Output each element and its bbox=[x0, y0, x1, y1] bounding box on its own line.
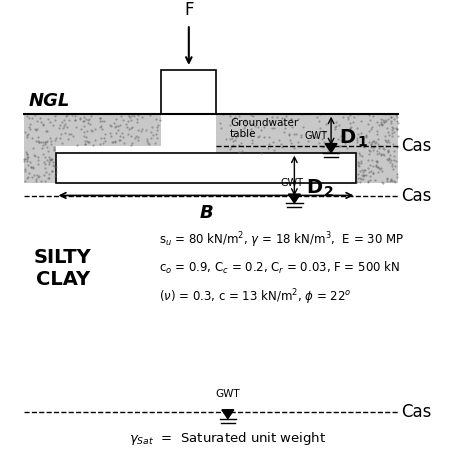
Text: D: D bbox=[339, 128, 356, 147]
Text: NGL: NGL bbox=[29, 92, 71, 110]
Text: Groundwater
table: Groundwater table bbox=[230, 118, 298, 139]
Text: Cas: Cas bbox=[401, 187, 432, 205]
Text: GWT: GWT bbox=[216, 389, 240, 399]
Text: s$_u$ = 80 kN/m$^2$, $\gamma$ = 18 kN/m$^3$,  E = 30 MP: s$_u$ = 80 kN/m$^2$, $\gamma$ = 18 kN/m$… bbox=[159, 230, 404, 250]
Bar bbox=[356, 114, 398, 182]
Text: Cas: Cas bbox=[401, 403, 432, 421]
Text: Cas: Cas bbox=[401, 137, 432, 155]
Bar bbox=[216, 114, 356, 153]
Polygon shape bbox=[288, 194, 301, 203]
Text: D: D bbox=[306, 178, 322, 197]
Text: GWT: GWT bbox=[281, 178, 303, 188]
Text: ($\nu$) = 0.3, c = 13 kN/m$^2$, $\phi$ = 22$^o$: ($\nu$) = 0.3, c = 13 kN/m$^2$, $\phi$ =… bbox=[159, 287, 352, 307]
Text: $\gamma_{Sat}$  =  Saturated unit weight: $\gamma_{Sat}$ = Saturated unit weight bbox=[129, 430, 327, 447]
Bar bbox=[24, 114, 56, 182]
Text: 1: 1 bbox=[358, 135, 367, 149]
Text: F: F bbox=[184, 1, 193, 19]
Text: GWT: GWT bbox=[304, 131, 328, 141]
Bar bbox=[161, 70, 216, 114]
Text: c$_o$ = 0.9, C$_c$ = 0.2, C$_r$ = 0.03, F = 500 kN: c$_o$ = 0.9, C$_c$ = 0.2, C$_r$ = 0.03, … bbox=[159, 260, 400, 276]
Polygon shape bbox=[222, 410, 234, 419]
Text: 2: 2 bbox=[324, 185, 334, 199]
Polygon shape bbox=[325, 144, 337, 153]
Bar bbox=[56, 153, 356, 182]
Bar bbox=[24, 114, 161, 146]
Text: B: B bbox=[199, 204, 213, 222]
Text: SILTY
CLAY: SILTY CLAY bbox=[34, 248, 91, 289]
